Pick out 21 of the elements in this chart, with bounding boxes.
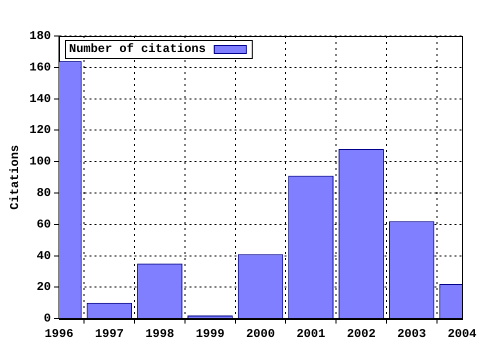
y-tick-label: 20 [36,280,52,294]
y-tick-label: 100 [29,154,52,169]
x-tick-label: 2000 [246,326,275,341]
x-tick-label: 2003 [397,326,426,341]
y-tick-label: 180 [29,29,52,44]
y-tick-label: 40 [36,248,52,263]
y-axis-title: Citations [8,144,22,210]
x-tick-label: 1999 [196,326,225,341]
legend-label: Number of citations [69,42,206,56]
x-tick-label: 2004 [448,326,476,341]
y-tick-label: 80 [36,186,52,200]
x-tick-label: 2002 [346,326,376,341]
x-tick-label: 2001 [296,326,326,341]
x-tick-label: 1997 [94,326,124,341]
y-tick-label: 160 [29,60,52,74]
y-tick-label: 0 [44,312,52,326]
x-tick-label: 1996 [44,326,74,341]
x-tick-label: 1998 [145,326,174,341]
y-tick-label: 60 [36,217,52,232]
y-tick-label: 120 [29,123,52,138]
y-tick-label: 140 [29,92,52,106]
